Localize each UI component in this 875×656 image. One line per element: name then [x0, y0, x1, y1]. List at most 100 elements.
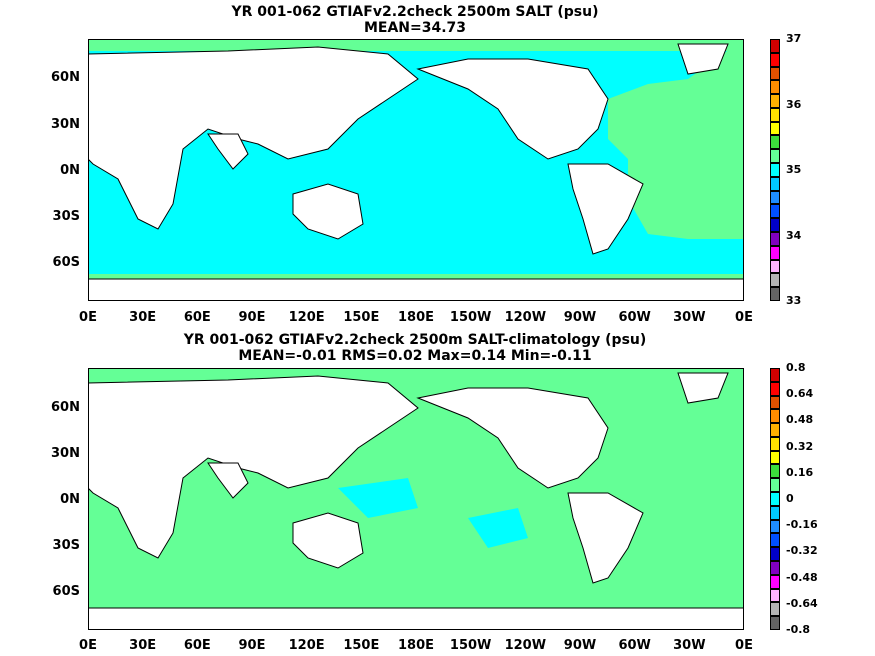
colorbar-label: 0	[786, 492, 794, 505]
panel2-title: YR 001-062 GTIAFv2.2check 2500m SALT-cli…	[183, 332, 647, 348]
colorbar-swatch	[770, 492, 780, 506]
panel2-subtitle: MEAN=-0.01 RMS=0.02 Max=0.14 Min=-0.11	[238, 348, 592, 364]
colorbar-swatch	[770, 423, 780, 437]
x-tick-label: 90W	[563, 638, 597, 653]
x-tick-label: 120E	[288, 310, 325, 325]
panel2-cyan-patch-2	[468, 508, 528, 548]
colorbar-swatch	[770, 245, 780, 260]
colorbar-swatch	[770, 560, 780, 575]
x-tick-label: 90E	[238, 310, 266, 325]
colorbar-swatch	[770, 505, 780, 520]
x-tick-label: 60E	[183, 310, 211, 325]
x-tick-label: 90W	[563, 310, 597, 325]
x-tick-label: 60E	[183, 638, 211, 653]
colorbar-swatch	[770, 395, 780, 410]
colorbar-swatch	[770, 381, 780, 396]
x-tick-label: 30E	[129, 310, 157, 325]
x-tick-label: 60W	[618, 310, 651, 325]
colorbar-label: 33	[786, 294, 802, 307]
colorbar-swatch	[770, 287, 780, 301]
colorbar-swatch	[770, 204, 780, 219]
x-tick-label: 0E	[735, 638, 753, 653]
colorbar-swatch	[770, 616, 780, 630]
colorbar-swatch	[770, 409, 780, 424]
colorbar-label: -0.16	[786, 518, 818, 532]
p2-ylab-30n: 30N	[51, 446, 80, 461]
colorbar-swatch	[770, 273, 780, 288]
colorbar-label: -0.32	[786, 544, 818, 558]
colorbar-label: 36	[786, 97, 802, 111]
x-tick-label: 90E	[238, 638, 266, 653]
panel2-land	[88, 372, 744, 630]
x-tick-label: 30W	[673, 638, 706, 653]
panel1-title: YR 001-062 GTIAFv2.2check 2500m SALT (ps…	[231, 4, 599, 20]
panel1-atlantic-green	[608, 39, 744, 239]
colorbar-swatch	[770, 94, 780, 108]
colorbar-label: 0.16	[786, 465, 814, 479]
colorbar-swatch	[770, 80, 780, 95]
p1-ylab-30s: 30S	[52, 209, 80, 224]
x-tick-label: 150E	[343, 310, 380, 325]
x-tick-label: 0E	[79, 310, 97, 325]
colorbar-label: -0.48	[786, 570, 818, 584]
colorbar-label: -0.64	[786, 596, 818, 610]
panel1-arctic-green	[88, 39, 744, 51]
colorbar-swatch	[770, 190, 780, 205]
colorbar-swatch	[770, 107, 780, 122]
colorbar-label: 37	[786, 32, 802, 45]
colorbar-label: 0.32	[786, 439, 814, 453]
colorbar-label: -0.8	[786, 623, 811, 636]
colorbar-swatch	[770, 121, 780, 136]
p2-ylab-60s: 60S	[52, 584, 80, 599]
panel2-colorbar	[770, 368, 780, 630]
x-tick-label: 180E	[397, 638, 435, 653]
colorbar-swatch	[770, 368, 780, 382]
colorbar-swatch	[770, 450, 780, 465]
panel2-map	[88, 368, 744, 630]
panel1-subtitle: MEAN=34.73	[363, 20, 467, 36]
x-tick-label: 120W	[504, 310, 547, 325]
panel2-cyan-patch-1	[338, 478, 418, 518]
x-tick-label: 60W	[618, 638, 651, 653]
colorbar-swatch	[770, 231, 780, 246]
panel1-map	[88, 39, 744, 301]
colorbar-swatch	[770, 135, 780, 150]
panel1-land	[88, 43, 744, 301]
p1-ylab-60s: 60S	[52, 255, 80, 270]
colorbar-swatch	[770, 519, 780, 534]
colorbar-label: 0.64	[786, 387, 814, 401]
colorbar-swatch	[770, 39, 780, 53]
colorbar-swatch	[770, 588, 780, 603]
x-tick-label: 30W	[673, 310, 706, 325]
colorbar-swatch	[770, 52, 780, 67]
colorbar-swatch	[770, 259, 780, 274]
p2-ylab-30s: 30S	[52, 538, 80, 553]
x-tick-label: 0E	[79, 638, 97, 653]
colorbar-swatch	[770, 163, 780, 177]
panel1-colorbar	[770, 39, 780, 301]
p1-ylab-60n: 60N	[51, 70, 80, 85]
colorbar-swatch	[770, 176, 780, 191]
colorbar-swatch	[770, 547, 780, 561]
x-tick-label: 150W	[449, 638, 492, 653]
colorbar-swatch	[770, 478, 780, 493]
p1-ylab-0n: 0N	[60, 163, 80, 178]
p2-ylab-0n: 0N	[60, 492, 80, 507]
colorbar-swatch	[770, 602, 780, 617]
colorbar-swatch	[770, 66, 780, 81]
colorbar-swatch	[770, 149, 780, 164]
colorbar-swatch	[770, 464, 780, 479]
colorbar-label: 0.8	[786, 361, 806, 374]
colorbar-label: 0.48	[786, 413, 814, 427]
p2-ylab-60n: 60N	[51, 400, 80, 415]
colorbar-swatch	[770, 436, 780, 451]
colorbar-swatch	[770, 218, 780, 232]
x-tick-label: 180E	[397, 310, 435, 325]
colorbar-label: 35	[786, 163, 802, 176]
x-tick-label: 150W	[449, 310, 492, 325]
x-tick-label: 120E	[288, 638, 325, 653]
x-tick-label: 0E	[735, 310, 753, 325]
colorbar-swatch	[770, 533, 780, 548]
x-tick-label: 30E	[129, 638, 157, 653]
colorbar-swatch	[770, 574, 780, 589]
